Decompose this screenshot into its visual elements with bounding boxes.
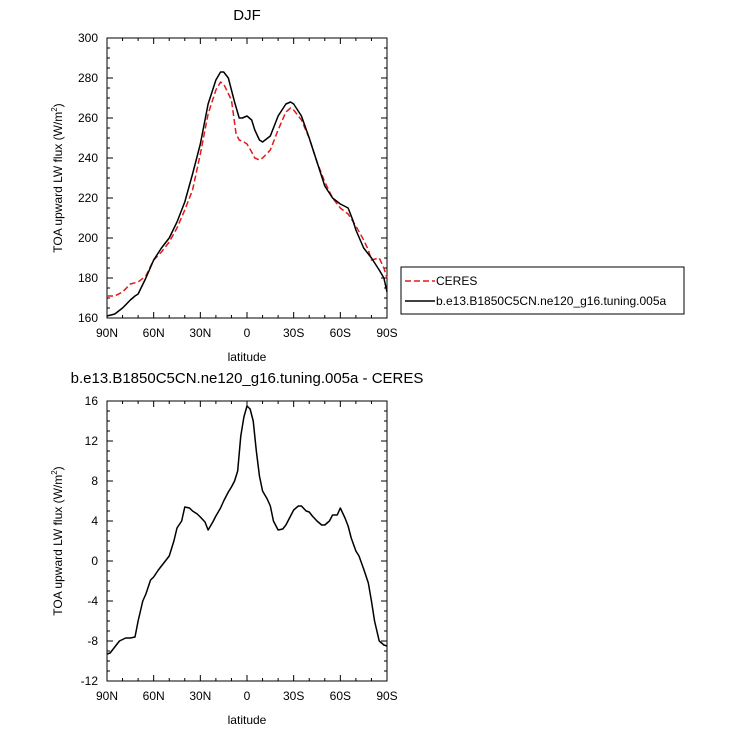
top-chart-title: DJF: [233, 7, 261, 24]
top-series-line-0: [107, 81, 388, 297]
bottom-series: [106, 405, 388, 655]
bottom-x-tick-label: 30S: [283, 689, 304, 703]
bottom-y-tick-label: 0: [91, 554, 98, 568]
bottom-y-ticks: -12 -8 -4 0 4 8 12 16: [81, 394, 387, 688]
bottom-chart-title: b.e13.B1850C5CN.ne120_g16.tuning.005a - …: [71, 370, 424, 387]
top-series-line-1: [106, 71, 388, 317]
bottom-chart: b.e13.B1850C5CN.ne120_g16.tuning.005a - …: [50, 370, 423, 727]
top-y-tick-label: 200: [78, 231, 98, 245]
legend-box: [400, 266, 685, 315]
top-y-tick-label: 300: [78, 31, 98, 45]
legend-label-ceres: CERES: [436, 274, 477, 288]
top-x-tick-label: 60N: [143, 326, 165, 340]
top-chart: DJF 90N 60N 30N 0 30S 60S 90S 160 180 200 220 240 2…: [50, 7, 685, 364]
top-x-axis-label: latitude: [228, 350, 267, 364]
bottom-y-tick-label: -4: [87, 594, 98, 608]
bottom-x-ticks: 90N 60N 30N 0 30S 60S 90S: [96, 401, 398, 703]
bottom-chart-frame: [106, 400, 388, 682]
top-x-ticks: 90N 60N 30N 0 30S 60S 90S: [96, 38, 398, 340]
bottom-y-tick-label: 12: [85, 434, 99, 448]
bottom-y-tick-label: 4: [91, 514, 98, 528]
bottom-x-tick-label: 30N: [189, 689, 211, 703]
bottom-y-tick-label: 8: [91, 474, 98, 488]
top-x-tick-label: 90S: [376, 326, 397, 340]
top-y-tick-label: 260: [78, 111, 98, 125]
legend-label-model: b.e13.B1850C5CN.ne120_g16.tuning.005a: [436, 294, 667, 308]
top-y-tick-label: 180: [78, 271, 98, 285]
bottom-y-axis-label: TOA upward LW flux (W/m2): [50, 466, 65, 615]
bottom-y-tick-label: -8: [87, 634, 98, 648]
bottom-x-tick-label: 0: [244, 689, 251, 703]
top-x-tick-label: 30N: [189, 326, 211, 340]
top-y-tick-label: 240: [78, 151, 98, 165]
top-y-tick-label: 160: [78, 311, 98, 325]
top-y-axis-label: TOA upward LW flux (W/m2): [50, 103, 65, 252]
bottom-x-tick-label: 90N: [96, 689, 118, 703]
bottom-x-tick-label: 60N: [143, 689, 165, 703]
top-x-tick-label: 90N: [96, 326, 118, 340]
bottom-x-axis-label: latitude: [228, 713, 267, 727]
top-y-ticks: 160 180 200 220 240 260 280 300: [78, 31, 387, 325]
top-y-tick-label: 280: [78, 71, 98, 85]
bottom-y-tick-label: -12: [81, 674, 99, 688]
top-chart-frame: [106, 37, 388, 319]
bottom-x-tick-label: 90S: [376, 689, 397, 703]
bottom-series-line-0: [106, 405, 388, 655]
top-series: [106, 71, 388, 317]
top-y-tick-label: 220: [78, 191, 98, 205]
top-x-tick-label: 60S: [330, 326, 351, 340]
bottom-x-tick-label: 60S: [330, 689, 351, 703]
legend: CERES b.e13.B1850C5CN.ne120_g16.tuning.0…: [400, 266, 685, 315]
top-x-tick-label: 0: [244, 326, 251, 340]
top-x-tick-label: 30S: [283, 326, 304, 340]
bottom-y-tick-label: 16: [85, 394, 99, 408]
